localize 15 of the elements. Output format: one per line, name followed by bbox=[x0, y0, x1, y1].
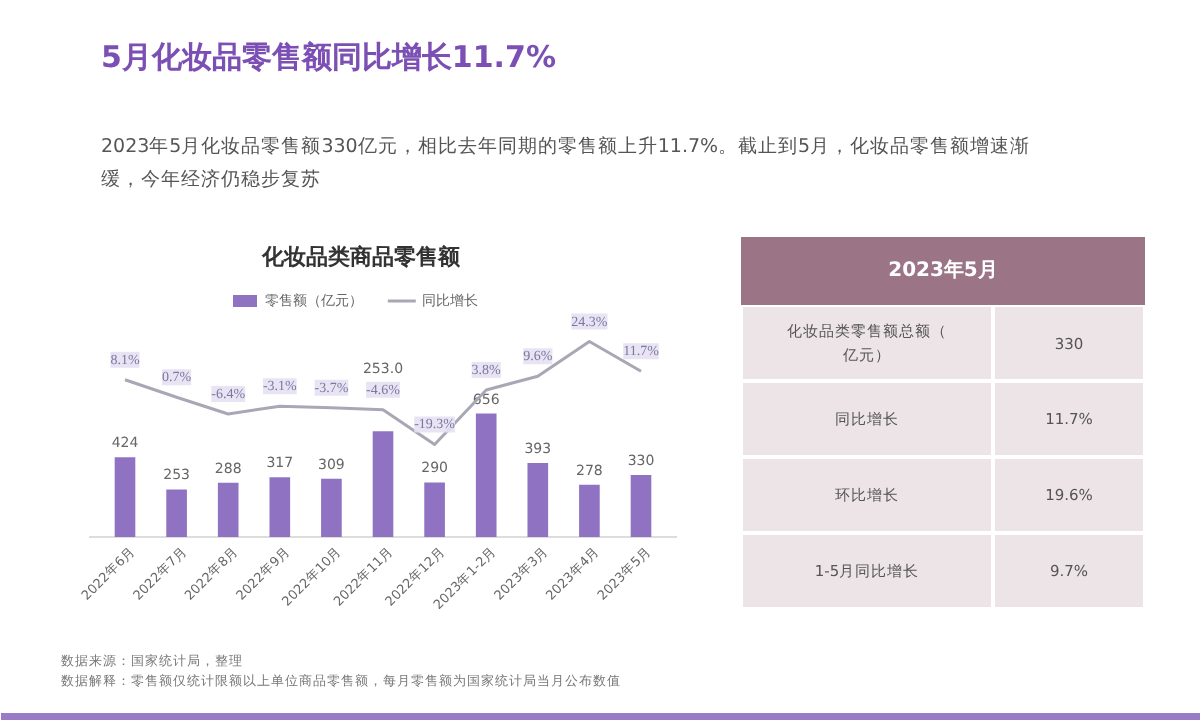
bar bbox=[579, 484, 600, 537]
bar bbox=[269, 477, 291, 537]
bar bbox=[630, 474, 652, 537]
bar bbox=[372, 431, 394, 537]
bar bbox=[166, 489, 187, 537]
bar bbox=[114, 457, 136, 537]
bar bbox=[217, 482, 239, 537]
bar bbox=[475, 413, 497, 537]
text: 2023年5月 bbox=[888, 258, 998, 282]
bar bbox=[527, 463, 549, 537]
text: 2023年5月化妆品零售额330亿元，相比去年同期的零售额上升11.7%。截止到5月，化妆品零售额增速渐缓，今年经济仍稳步复苏 bbox=[101, 133, 1031, 191]
chart-title: 化妆品类商品零售额 bbox=[260, 244, 462, 270]
text: 5月化妆品零售额同比增长11.7% bbox=[101, 39, 556, 75]
bar bbox=[321, 478, 342, 537]
bar bbox=[424, 482, 445, 537]
